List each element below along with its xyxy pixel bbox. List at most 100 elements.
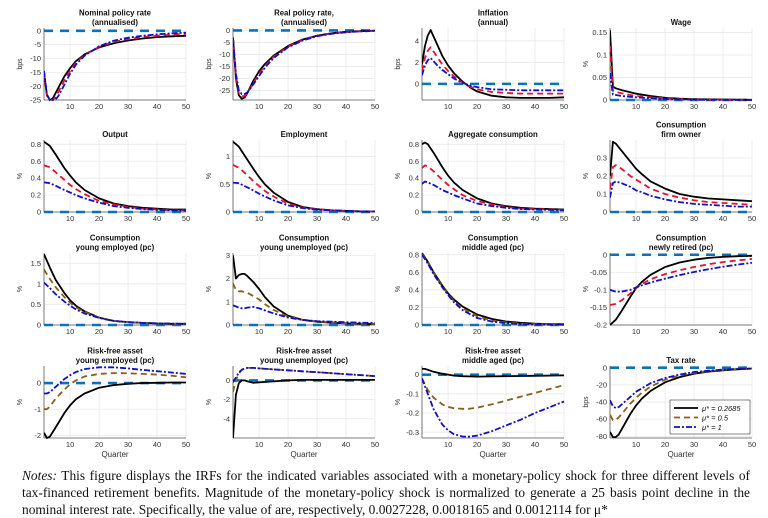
panel-title: Consumption [656, 234, 706, 243]
y-tick-label: 0.15 [592, 28, 607, 37]
series-mu-1 [44, 181, 187, 212]
x-tick-label: 40 [531, 214, 539, 223]
x-tick-label: 50 [560, 440, 568, 449]
y-tick-label: -20 [30, 82, 41, 91]
x-tick-label: 30 [313, 440, 321, 449]
y-axis-label: % [206, 286, 213, 292]
x-tick-label: 20 [661, 440, 669, 449]
x-tick-label: 50 [182, 440, 190, 449]
y-tick-label: -5 [34, 40, 41, 49]
series-mu-0-5 [610, 258, 753, 306]
x-tick-label: 10 [66, 102, 74, 111]
y-tick-label: 1 [37, 279, 41, 288]
panel-title: (annualised) [92, 18, 138, 27]
x-axis-label: Quarter [290, 450, 317, 459]
y-tick-label: 0 [37, 321, 41, 330]
y-tick-label: 0 [37, 208, 41, 217]
x-tick-label: 10 [255, 327, 263, 336]
y-axis-label: % [395, 399, 402, 405]
series-mu-0-2685 [44, 253, 186, 325]
x-tick-label: 20 [95, 327, 103, 336]
x-tick-label: 20 [284, 102, 292, 111]
y-tick-label: 0.1 [597, 51, 607, 60]
y-tick-label: 0.8 [409, 250, 419, 259]
x-tick-label: 20 [473, 102, 481, 111]
panel-title: Consumption [90, 234, 140, 243]
panel-11: 10 20 30 40 50 0 -0.05 -0.1 -0.15 -0.2% Consumptio… [583, 234, 756, 337]
x-tick-label: 30 [313, 214, 321, 223]
series-mu-0-5 [44, 32, 187, 101]
x-tick-label: 10 [632, 102, 640, 111]
x-tick-label: 40 [153, 440, 161, 449]
series-mu-0-5 [610, 45, 753, 101]
y-tick-label: 0.5 [31, 300, 41, 309]
y-tick-label: 3 [226, 251, 230, 260]
x-tick-label: 30 [124, 102, 132, 111]
x-tick-label: 40 [531, 102, 539, 111]
y-tick-label: 0.2 [409, 303, 419, 312]
y-axis-label: % [395, 173, 402, 179]
y-tick-label: -0.2 [594, 321, 607, 330]
series-mu-0-2685 [233, 255, 376, 325]
x-tick-label: 10 [255, 214, 263, 223]
x-tick-label: 30 [502, 214, 510, 223]
x-tick-label: 20 [95, 102, 103, 111]
panel-title: young unemployed (pc) [260, 243, 348, 252]
y-tick-label: 1 [226, 297, 230, 306]
series-mu-1 [610, 367, 753, 409]
x-tick-label: 40 [153, 214, 161, 223]
x-tick-label: 20 [473, 214, 481, 223]
series-mu-0-5 [233, 30, 376, 98]
y-tick-label: 1.5 [31, 259, 41, 268]
x-tick-label: 30 [313, 102, 321, 111]
series-mu-1 [233, 30, 376, 95]
x-tick-label: 50 [371, 214, 379, 223]
x-tick-label: 40 [153, 327, 161, 336]
y-tick-label: -20 [219, 74, 230, 83]
y-tick-label: 0.8 [31, 140, 41, 149]
panel-title: middle aged (pc) [462, 356, 524, 365]
y-tick-label: 1 [226, 152, 230, 161]
y-axis-label: % [17, 173, 24, 179]
x-tick-label: 40 [342, 327, 350, 336]
series-mu-0-2685 [44, 140, 186, 211]
x-tick-label: 10 [255, 440, 263, 449]
series-mu-1 [422, 180, 565, 212]
y-tick-label: 0 [226, 26, 230, 35]
x-tick-label: 50 [748, 214, 756, 223]
y-tick-label: 0.8 [409, 140, 419, 149]
y-tick-label: 0.5 [220, 180, 230, 189]
panel-5: 10 20 30 40 50 1 0.5 0% Employment [206, 130, 379, 223]
y-axis-label: % [17, 399, 24, 405]
y-tick-label: 4 [415, 36, 419, 45]
x-tick-label: 20 [473, 440, 481, 449]
y-tick-label: -0.2 [406, 409, 419, 418]
y-tick-label: 0 [37, 26, 41, 35]
y-axis-label: bps [17, 58, 24, 70]
panel-10: 10 20 30 40 50 0.8 0.6 0.4 0.2 0% Consumptionmiddl… [395, 234, 568, 337]
y-tick-label: -15 [219, 62, 230, 71]
y-axis-label: % [206, 399, 213, 405]
panel-14: 10 20 30 40 50 0 -0.1 -0.2 -0.3% Quarter Risk-free… [395, 347, 568, 460]
x-tick-label: 30 [690, 327, 698, 336]
x-tick-label: 40 [719, 440, 727, 449]
y-axis-label: % [583, 173, 590, 179]
x-tick-label: 30 [313, 327, 321, 336]
x-tick-label: 20 [95, 440, 103, 449]
y-tick-label: 0 [226, 208, 230, 217]
y-tick-label: 0.4 [31, 174, 41, 183]
x-tick-label: 10 [444, 327, 452, 336]
x-tick-label: 30 [124, 327, 132, 336]
y-tick-label: -60 [596, 415, 607, 424]
series-mu-0-5 [422, 164, 565, 211]
panel-title: Employment [281, 130, 328, 139]
x-tick-label: 20 [473, 327, 481, 336]
y-tick-label: -25 [30, 96, 41, 105]
x-tick-label: 10 [255, 102, 263, 111]
y-tick-label: 0 [603, 96, 607, 105]
y-axis-label: bps [395, 58, 402, 70]
